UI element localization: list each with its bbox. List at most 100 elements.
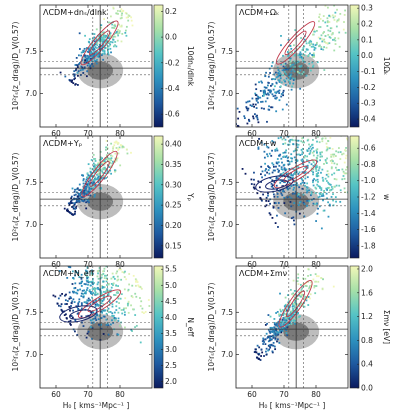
scatter-point [314, 47, 317, 50]
y-tick-label: 7.5 [25, 308, 37, 317]
scatter-point [279, 153, 282, 156]
scatter-point [76, 312, 79, 315]
scatter-point [98, 187, 101, 190]
scatter-point [104, 160, 107, 163]
scatter-point [116, 157, 119, 160]
scatter-point [93, 163, 96, 166]
scatter-point [272, 193, 275, 196]
scatter-point [344, 31, 347, 34]
scatter-point [285, 173, 288, 176]
scatter-point [276, 322, 279, 325]
scatter-point [302, 201, 305, 204]
scatter-point [280, 168, 283, 170]
scatter-point [330, 162, 333, 164]
scatter-point [102, 315, 105, 318]
scatter-point [299, 54, 302, 57]
scatter-point [276, 168, 279, 171]
x-tick-label: 80 [311, 390, 321, 399]
scatter-point [98, 323, 100, 326]
scatter-point [318, 205, 321, 208]
scatter-point [326, 197, 328, 200]
scatter-point [274, 71, 277, 74]
scatter-point [342, 132, 344, 134]
scatter-point [293, 181, 296, 183]
scatter-point [80, 277, 83, 280]
scatter-point [288, 195, 291, 198]
scatter-point [109, 289, 112, 292]
scatter-point [292, 313, 295, 316]
scatter-point [301, 147, 304, 150]
scatter-point [124, 326, 126, 329]
scatter-point [257, 180, 260, 183]
scatter-point [314, 122, 316, 124]
scatter-point [271, 351, 274, 354]
scatter-point [289, 81, 291, 84]
scatter-point [318, 16, 321, 18]
scatter-point [112, 282, 115, 285]
scatter-point [264, 100, 267, 103]
scatter-point [251, 97, 254, 100]
scatter-point [136, 281, 139, 283]
scatter-point [104, 172, 107, 175]
scatter-point [285, 308, 288, 311]
scatter-point [290, 217, 293, 220]
scatter-point [330, 155, 333, 158]
scatter-point [287, 160, 290, 162]
scatter-point [134, 278, 137, 281]
scatter-point [301, 141, 304, 144]
scatter-point [288, 82, 291, 85]
scatter-point [288, 318, 291, 320]
scatter-point [327, 201, 329, 204]
scatter-point [337, 19, 340, 22]
scatter-point [99, 37, 102, 40]
scatter-point [83, 47, 86, 50]
scatter-point [303, 54, 306, 56]
scatter-point [122, 308, 125, 311]
scatter-point [271, 171, 274, 174]
scatter-point [319, 17, 322, 20]
scatter-point [288, 163, 291, 165]
scatter-point [339, 158, 342, 160]
scatter-point [100, 302, 103, 305]
scatter-point [59, 305, 62, 308]
scatter-point [317, 185, 320, 188]
scatter-point [268, 152, 271, 155]
scatter-point [342, 0, 344, 1]
scatter-point [77, 63, 80, 66]
scatter-point [82, 174, 84, 177]
scatter-point [273, 345, 276, 348]
scatter-point [278, 313, 280, 316]
x-tick-label: 80 [115, 260, 125, 269]
scatter-point [267, 200, 270, 203]
scatter-point [293, 296, 296, 299]
scatter-point [80, 54, 83, 57]
scatter-point [332, 160, 334, 163]
scatter-point [263, 90, 266, 93]
scatter-point [112, 275, 115, 278]
scatter-point [292, 319, 294, 322]
scatter-point [284, 156, 287, 158]
scatter-point [114, 44, 116, 47]
scatter-point [299, 293, 302, 295]
x-axis-label: H₀ [ kms⁻¹Mpc⁻¹ ] [63, 401, 130, 410]
scatter-point [287, 188, 289, 191]
scatter-point [272, 335, 274, 338]
plot-frame [39, 4, 153, 128]
scatter-point [303, 181, 306, 184]
scatter-point [260, 165, 263, 168]
scatter-point [87, 47, 90, 50]
scatter-point [116, 39, 119, 42]
scatter-point [241, 128, 243, 130]
scatter-point [99, 48, 102, 50]
scatter-point [111, 23, 114, 26]
scatter-point [298, 294, 301, 297]
scatter-point [288, 322, 291, 324]
scatter-point [93, 40, 96, 43]
scatter-point [111, 41, 114, 44]
scatter-point [301, 287, 304, 290]
scatter-point [316, 136, 319, 138]
scatter-point [280, 35, 282, 37]
scatter-point [300, 302, 303, 305]
scatter-point [271, 162, 274, 165]
scatter-point [281, 108, 284, 111]
